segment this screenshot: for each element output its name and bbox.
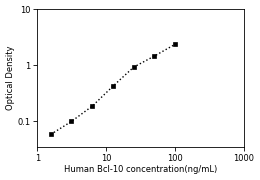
Y-axis label: Optical Density: Optical Density: [5, 46, 15, 110]
X-axis label: Human Bcl-10 concentration(ng/mL): Human Bcl-10 concentration(ng/mL): [64, 165, 217, 174]
